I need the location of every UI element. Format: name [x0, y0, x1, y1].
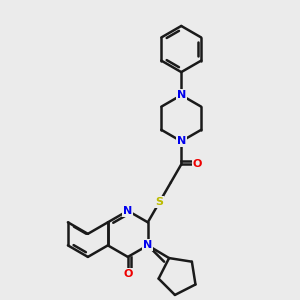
Text: N: N — [143, 240, 152, 250]
Text: S: S — [155, 197, 163, 207]
Text: N: N — [123, 206, 133, 216]
Text: O: O — [193, 159, 202, 170]
Text: N: N — [177, 90, 186, 100]
Text: O: O — [123, 269, 133, 279]
Text: N: N — [177, 136, 186, 146]
